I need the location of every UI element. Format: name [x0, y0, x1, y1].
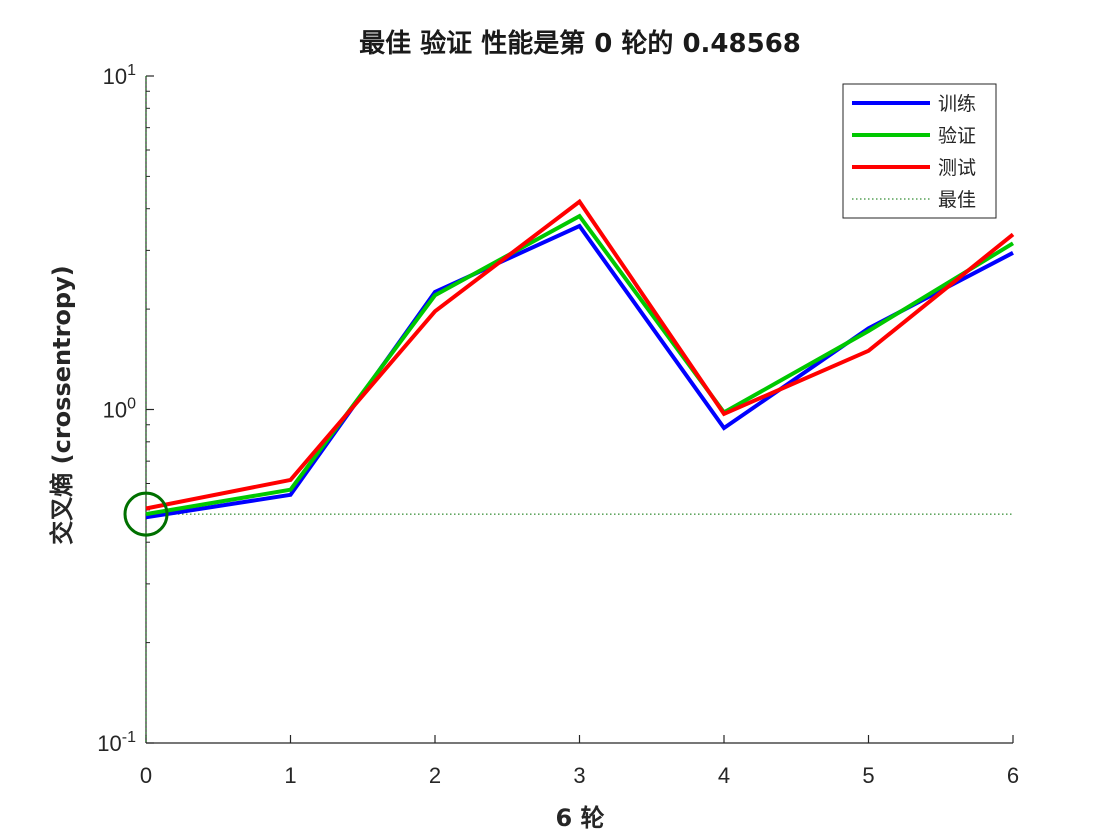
series-line-1	[145, 223, 1014, 520]
legend-label: 测试	[938, 157, 976, 179]
x-tick-label: 2	[429, 763, 441, 788]
x-tick-label: 0	[140, 763, 152, 788]
legend-box	[842, 83, 997, 219]
legend-label: 验证	[938, 125, 976, 147]
y-tick-label: 100	[103, 396, 136, 423]
x-tick-label: 1	[284, 763, 296, 788]
legend-label: 最佳	[938, 189, 976, 211]
legend-label: 训练	[938, 93, 976, 115]
best-marker-layer	[123, 491, 169, 537]
series-line-2	[145, 213, 1015, 517]
series-line-3	[145, 198, 1015, 511]
chart-title: 最佳 验证 性能是第 0 轮的 0.48568	[359, 28, 801, 59]
best-marker-circle	[123, 491, 169, 537]
y-tick-label: 101	[103, 62, 136, 89]
x-tick-label: 5	[862, 763, 874, 788]
x-tick-label: 6	[1007, 763, 1019, 788]
axis-ticks: 0 1 2 3 4 5 6 10-1 100 101	[97, 62, 1019, 788]
y-axis-label: 交叉熵 (crossentropy)	[48, 265, 76, 544]
y-tick-label: 10-1	[97, 729, 136, 756]
x-tick-label: 3	[573, 763, 585, 788]
x-tick-label: 4	[718, 763, 730, 788]
best-reference-layer	[145, 76, 1013, 743]
series-layer	[145, 198, 1015, 520]
x-axis-label: 6 轮	[555, 804, 604, 832]
